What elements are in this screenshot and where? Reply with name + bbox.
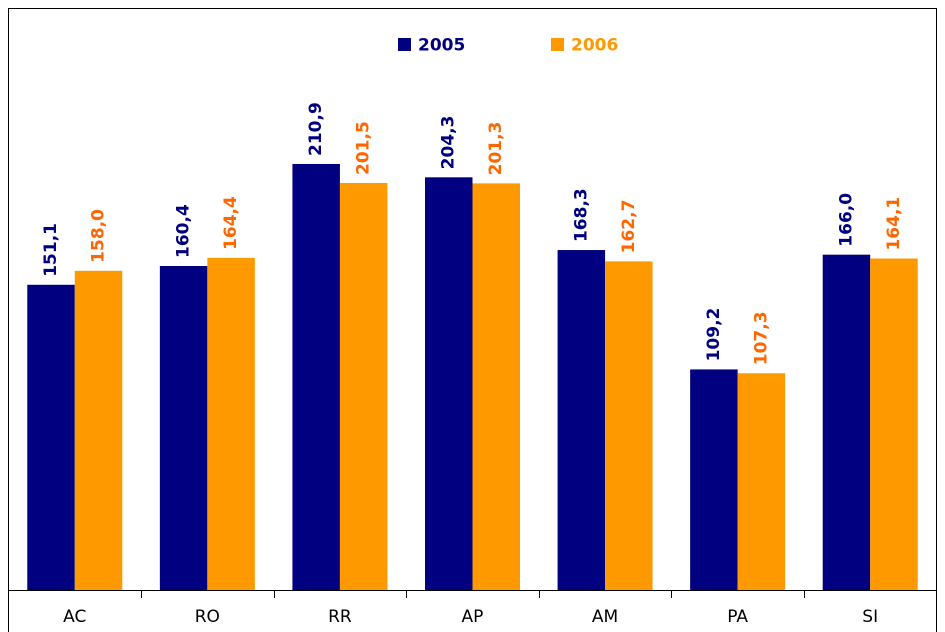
bar: [822, 254, 871, 590]
legend-label: 2006: [571, 36, 618, 56]
value-label: 201,5: [354, 121, 374, 175]
legend-swatch: [398, 38, 411, 51]
legend-swatch: [551, 38, 564, 51]
bar: [737, 373, 786, 590]
bar: [690, 369, 738, 590]
x-tick-label: AM: [592, 607, 618, 627]
legend-label: 2005: [418, 36, 465, 56]
x-tick-label: AC: [63, 607, 86, 627]
value-label: 160,4: [174, 204, 194, 258]
x-tick-label: SI: [862, 607, 878, 627]
x-tick-label: RO: [195, 607, 220, 627]
value-label: 162,7: [619, 200, 639, 254]
bar: [557, 250, 606, 590]
value-label: 109,2: [704, 308, 724, 362]
bar: [74, 270, 123, 590]
chart-border: [8, 8, 937, 632]
value-label: 164,4: [221, 196, 241, 250]
bar: [292, 163, 340, 590]
bar: [27, 284, 75, 590]
value-label: 151,1: [41, 223, 61, 277]
value-label: 166,0: [836, 193, 856, 247]
value-label: 158,0: [89, 209, 109, 263]
bar: [472, 183, 520, 590]
value-label: 107,3: [751, 311, 771, 365]
bar: [159, 265, 208, 590]
bar: [870, 258, 918, 590]
x-tick-label: AP: [462, 607, 484, 627]
value-label: 164,1: [884, 197, 904, 251]
x-tick-label: RR: [328, 607, 352, 627]
bar: [425, 177, 473, 590]
bar: [339, 182, 388, 590]
value-label: 204,3: [439, 116, 459, 170]
bar: [207, 257, 255, 590]
value-label: 201,3: [486, 122, 506, 176]
value-label: 210,9: [306, 102, 326, 156]
bar: [605, 261, 653, 590]
x-tick-label: PA: [727, 607, 748, 627]
value-label: 168,3: [571, 188, 591, 242]
